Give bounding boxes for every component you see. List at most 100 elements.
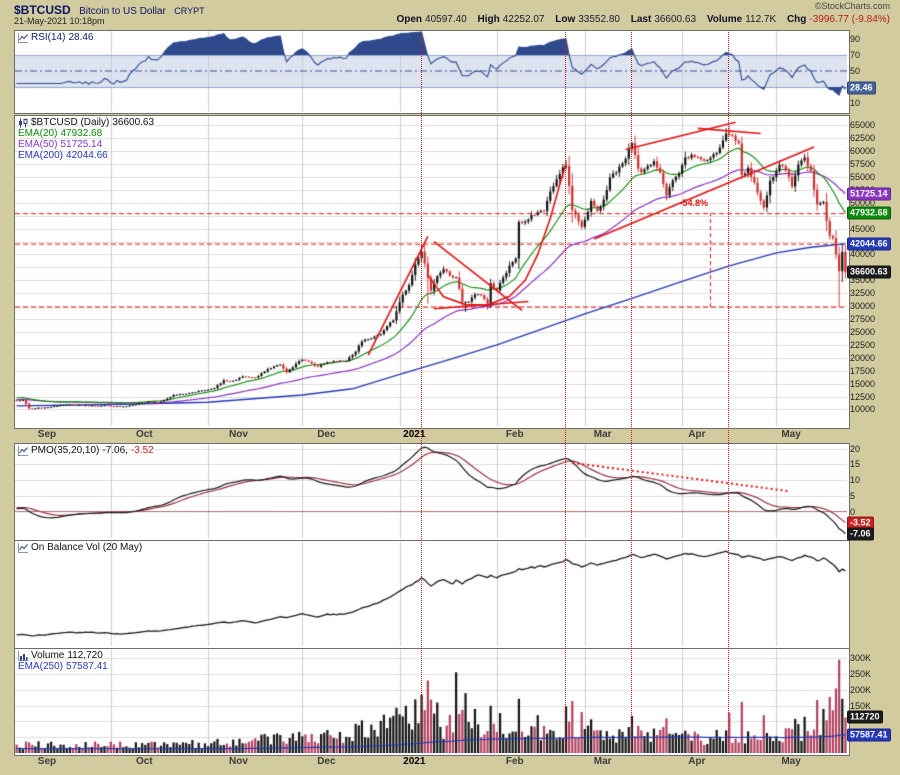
y-axis-tick: 10: [850, 475, 861, 486]
ema200-value: 42044.66: [66, 150, 108, 161]
red-dotted-vline: [565, 30, 566, 753]
y-axis-tick: 90: [850, 34, 861, 44]
price-panel-label: $BTCUSD (Daily): [31, 117, 110, 128]
volume-panel: Volume 112,720 EMA(250) 57587.41: [14, 648, 850, 756]
ema20-label: EMA(20): [18, 128, 58, 139]
pmo-panel: PMO(35,20,10) -7.06, -3.52: [14, 443, 850, 541]
ema200-label: EMA(200): [18, 150, 64, 161]
y-axis-tick: 15000: [850, 378, 876, 389]
x-axis-month-label: Feb: [505, 429, 524, 440]
y-axis-tick: 55000: [850, 171, 876, 182]
x-axis-month-label: Apr: [688, 429, 706, 440]
y-axis-tick: 17500: [850, 365, 876, 376]
chg-label: Chg: [786, 14, 807, 25]
symbol: $BTCUSD: [14, 3, 71, 17]
volume-current-value: 112,720: [67, 650, 103, 661]
volume-ema-value: 57587.41: [66, 661, 108, 672]
y-axis-tick: 150K: [850, 700, 872, 711]
y-axis-tick: 50000: [850, 197, 876, 208]
chart-datetime: 21-May-2021 10:18pm: [14, 16, 105, 26]
axis-value-badge: 51725.14: [847, 187, 891, 201]
axis-value-badge: 57587.41: [847, 728, 891, 742]
low-label: Low: [555, 14, 576, 25]
high-value: 42252.07: [502, 14, 545, 25]
percent-decline-annotation: -54.8%: [679, 198, 708, 208]
x-axis-month-label: Dec: [317, 429, 336, 440]
x-axis-month-label: Feb: [505, 756, 524, 767]
y-axis-tick: 10: [850, 98, 861, 108]
volume-panel-label: Volume: [31, 650, 65, 661]
axis-value-badge: 47932.68: [847, 206, 891, 220]
obv-panel-label: On Balance Vol (20 May): [31, 542, 143, 553]
y-axis-tick: 40000: [850, 249, 876, 260]
x-axis-month-label: Mar: [593, 756, 612, 767]
symbol-name: Bitcoin to US Dollar: [79, 6, 166, 17]
x-axis-month-label: May: [781, 756, 801, 767]
red-dotted-vline: [420, 30, 422, 753]
y-axis-tick: 0: [850, 506, 856, 517]
x-axis-month-label: Sep: [37, 756, 57, 767]
y-axis-tick: 32500: [850, 288, 876, 299]
rsi-panel-label: RSI(14): [31, 32, 66, 43]
high-label: High: [477, 14, 500, 25]
quote-line: Open 40597.40 High 42252.07 Low 33552.80 La…: [388, 14, 890, 25]
x-axis-month-label: May: [781, 429, 801, 440]
x-axis-month-label: Nov: [229, 756, 248, 767]
axis-value-badge: 36600.63: [847, 265, 891, 279]
price-plot-canvas: [15, 116, 847, 426]
low-value: 33552.80: [578, 14, 620, 25]
volume-value: 112.7K: [745, 14, 777, 25]
axis-value-badge: -7.06: [847, 527, 874, 541]
pmo-signal-value: -3.52: [130, 445, 154, 456]
y-axis-tick: 12500: [850, 391, 876, 402]
rsi-legend: RSI(14) 28.46: [18, 32, 93, 43]
chg-value: -3996.77 (-9.84%): [809, 14, 890, 25]
ema50-value: 51725.14: [60, 139, 103, 150]
y-axis-tick: 62500: [850, 133, 876, 144]
x-axis-month-label: Mar: [593, 429, 612, 440]
axis-value-badge: 28.46: [847, 81, 876, 95]
rsi-panel: RSI(14) 28.46: [14, 30, 850, 114]
y-axis-tick: 30000: [850, 301, 876, 312]
y-axis-tick: 22500: [850, 339, 876, 350]
x-axis-month-label: Apr: [688, 756, 706, 767]
pmo-value: -7.06,: [102, 445, 128, 456]
price-panel: $BTCUSD (Daily) 36600.63 EMA(20) 47932.6…: [14, 115, 850, 429]
symbol-title-block: $BTCUSD Bitcoin to US Dollar CRYPT: [14, 1, 205, 19]
obv-plot-canvas: [15, 541, 847, 646]
line-chart-icon: [18, 32, 28, 43]
volume-label: Volume: [706, 14, 743, 25]
y-axis-tick: 27500: [850, 314, 876, 325]
last-label: Last: [630, 14, 652, 25]
rsi-current-value: 28.46: [68, 32, 94, 43]
volume-ema-label: EMA(250): [18, 661, 64, 672]
pmo-legend: PMO(35,20,10) -7.06, -3.52: [18, 445, 154, 456]
quote-block: ©StockCharts.com Open 40597.40 High 42252.…: [388, 1, 890, 25]
y-axis-tick: 50: [850, 66, 861, 76]
obv-legend: On Balance Vol (20 May): [18, 542, 142, 553]
volume-plot-canvas: [15, 649, 847, 753]
rsi-plot-canvas: [15, 31, 847, 111]
y-axis-tick: 65000: [850, 120, 876, 131]
open-label: Open: [396, 14, 423, 25]
y-axis-tick: 10000: [850, 404, 876, 415]
y-axis-tick: 15: [850, 459, 861, 470]
volume-legend: Volume 112,720 EMA(250) 57587.41: [18, 650, 108, 672]
open-value: 40597.40: [425, 14, 467, 25]
axis-value-badge: 42044.66: [847, 237, 891, 251]
last-value: 36600.63: [654, 14, 697, 25]
y-axis-tick: 200K: [850, 684, 872, 695]
x-axis-month-label: Sep: [37, 429, 57, 440]
y-axis-tick: 60000: [850, 146, 876, 157]
y-axis-tick: 300K: [850, 653, 872, 664]
ema50-label: EMA(50): [18, 139, 58, 150]
y-axis-tick: 57500: [850, 159, 876, 170]
price-last-value: 36600.63: [112, 117, 155, 128]
x-axis-month-label: Oct: [135, 429, 153, 440]
red-dotted-vline: [630, 30, 632, 753]
y-axis-tick: 25000: [850, 326, 876, 337]
x-axis-month-label: 2021: [403, 756, 426, 767]
y-axis-tick: 45000: [850, 223, 876, 234]
y-axis-tick: 20000: [850, 352, 876, 363]
